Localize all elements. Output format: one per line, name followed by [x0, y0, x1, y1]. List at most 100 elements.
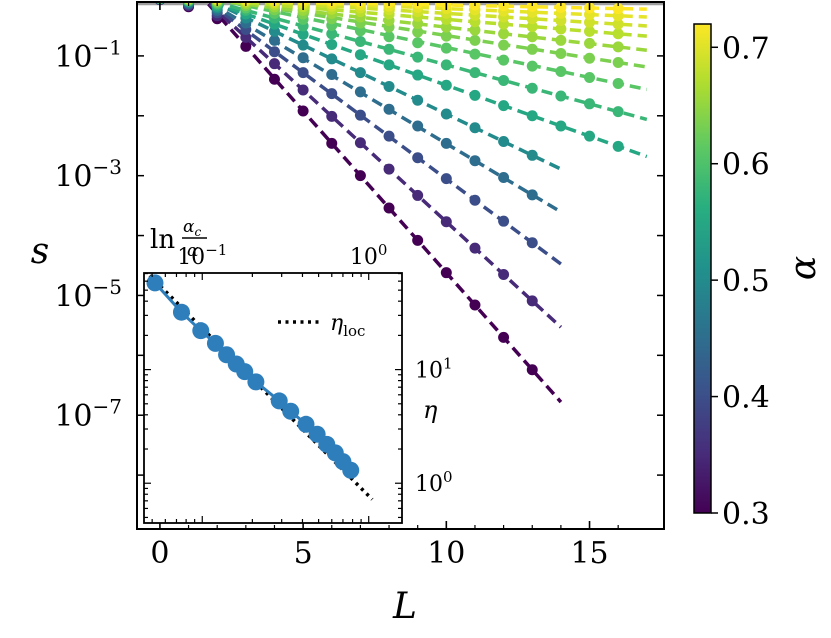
data-point: [469, 155, 481, 167]
data-point: [555, 65, 567, 77]
data-point: [469, 89, 481, 101]
data-point: [440, 21, 452, 33]
data-point: [584, 52, 596, 64]
colorbar-tick-label: 0.6: [722, 148, 770, 183]
series-4: [155, 2, 538, 161]
inset-legend: ηloc: [278, 311, 365, 340]
main-plot-frame: [136, 1, 665, 530]
data-point: [440, 137, 452, 149]
data-point: [612, 28, 624, 40]
inset-frame: [143, 272, 403, 524]
data-point: [526, 21, 538, 33]
data-point: [240, 40, 252, 52]
colorbar-tick-label: 0.3: [722, 497, 770, 532]
data-point: [498, 215, 510, 227]
data-point: [354, 67, 366, 79]
inset-point: [192, 322, 210, 340]
data-point: [469, 48, 481, 60]
data-point: [498, 171, 510, 183]
inset-x-title-ln: ln: [150, 225, 175, 255]
data-point: [354, 49, 366, 61]
data-point: [383, 163, 395, 175]
data-point: [469, 67, 481, 79]
data-point: [383, 130, 395, 142]
data-point: [469, 194, 481, 206]
data-point: [412, 94, 424, 106]
data-point: [354, 86, 366, 98]
data-point: [326, 53, 338, 65]
inset-plot: 10−1 100 100 101 ln αc α η ηloc: [143, 217, 453, 524]
data-point: [555, 90, 567, 102]
inset-point: [342, 461, 360, 479]
inset-point: [282, 402, 300, 420]
data-point: [526, 60, 538, 72]
data-point: [612, 77, 624, 89]
series-1: [154, 2, 538, 307]
data-point: [584, 71, 596, 83]
data-point: [412, 234, 424, 246]
data-point: [469, 242, 481, 254]
data-point: [326, 68, 338, 80]
y-axis-title: s: [31, 231, 49, 272]
data-point: [526, 295, 538, 307]
inset-point: [236, 363, 254, 381]
data-point: [268, 46, 280, 58]
main-plot-area: 0 5 10 15 10−1 10−3 10−5 10−7 L s: [31, 1, 665, 627]
data-point: [354, 170, 366, 182]
data-point: [440, 59, 452, 71]
inset-y-tick-label: 100: [415, 468, 453, 497]
y-tick-label: 10−7: [54, 395, 122, 435]
data-point: [383, 202, 395, 214]
y-tick-label: 10−5: [54, 275, 122, 315]
data-point: [240, 31, 252, 43]
data-point: [469, 299, 481, 311]
data-point: [412, 26, 424, 38]
data-point: [297, 67, 309, 79]
x-tick-label: 5: [294, 536, 313, 571]
data-point: [555, 120, 567, 132]
data-point: [526, 43, 538, 55]
data-point: [383, 103, 395, 115]
data-point: [526, 189, 538, 201]
data-point: [498, 74, 510, 86]
fit-line-0: [204, 2, 563, 404]
inset-x-tick-label: 10−1: [177, 241, 227, 270]
data-point: [612, 56, 624, 68]
data-point: [584, 37, 596, 49]
data-point: [440, 173, 452, 185]
inset-y-axis-title: η: [423, 396, 438, 424]
data-point: [498, 100, 510, 112]
data-point: [526, 237, 538, 249]
inset-point: [146, 274, 164, 292]
data-point: [383, 31, 395, 43]
data-point: [526, 82, 538, 94]
data-point: [498, 39, 510, 51]
data-point: [584, 16, 596, 28]
data-point: [612, 106, 624, 118]
data-point: [268, 34, 280, 46]
inset-point: [297, 415, 315, 433]
colorbar-tick-label: 0.7: [722, 31, 770, 66]
inset-point: [270, 392, 288, 410]
inset-y-tick-label: 101: [415, 354, 453, 383]
series-6: [155, 2, 624, 118]
inset-x-axis-title: ln αc α: [150, 217, 207, 261]
data-point: [268, 73, 280, 85]
data-point: [326, 88, 338, 100]
y-tick-label: 10−1: [54, 35, 122, 75]
data-point: [612, 3, 624, 15]
colorbar: 0.3 0.4 0.5 0.6 0.7 α: [693, 23, 824, 532]
inset-point: [247, 373, 265, 391]
data-point: [440, 267, 452, 279]
series-8: [156, 2, 624, 68]
colorbar-tick-label: 0.5: [722, 264, 770, 299]
data-point: [498, 331, 510, 343]
data-point: [383, 80, 395, 92]
data-point: [297, 105, 309, 117]
data-point: [412, 152, 424, 164]
data-point: [469, 2, 481, 11]
inset-legend-label: ηloc: [330, 311, 365, 340]
data-point: [354, 109, 366, 121]
